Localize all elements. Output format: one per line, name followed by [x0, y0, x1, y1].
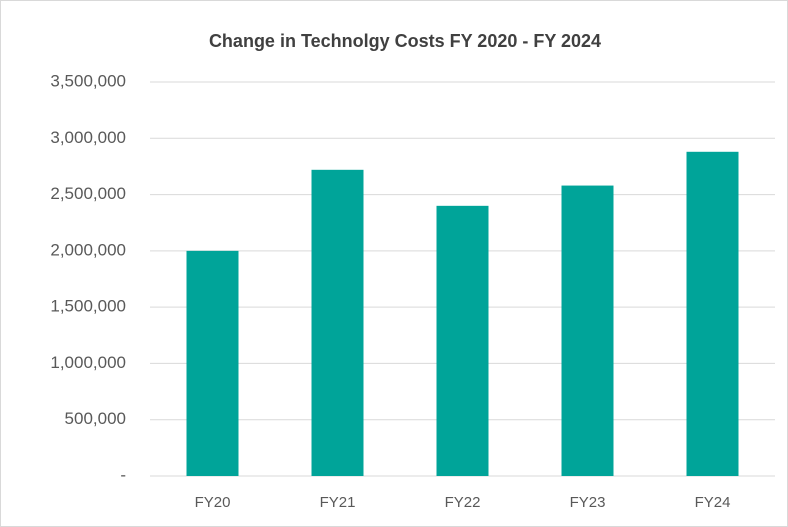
- y-tick-label: 3,500,000: [50, 71, 126, 90]
- y-tick-label: 500,000: [65, 409, 126, 428]
- x-tick-label: FY21: [320, 494, 356, 511]
- bar: [311, 169, 364, 476]
- x-tick-label: FY22: [445, 494, 481, 511]
- y-tick-label: 2,000,000: [50, 240, 126, 259]
- x-tick-label: FY24: [695, 494, 731, 511]
- bar: [436, 205, 489, 477]
- bar: [561, 185, 614, 476]
- bar: [686, 151, 739, 476]
- x-tick-label: FY20: [195, 494, 231, 511]
- x-tick-label: FY23: [570, 494, 606, 511]
- y-tick-label: 1,000,000: [50, 353, 126, 372]
- y-tick-label: -: [120, 465, 126, 484]
- y-tick-label: 3,000,000: [50, 128, 126, 147]
- bar: [186, 250, 239, 476]
- y-tick-label: 1,500,000: [50, 297, 126, 316]
- chart-title: Change in Technolgy Costs FY 2020 - FY 2…: [209, 31, 601, 51]
- y-tick-label: 2,500,000: [50, 184, 126, 203]
